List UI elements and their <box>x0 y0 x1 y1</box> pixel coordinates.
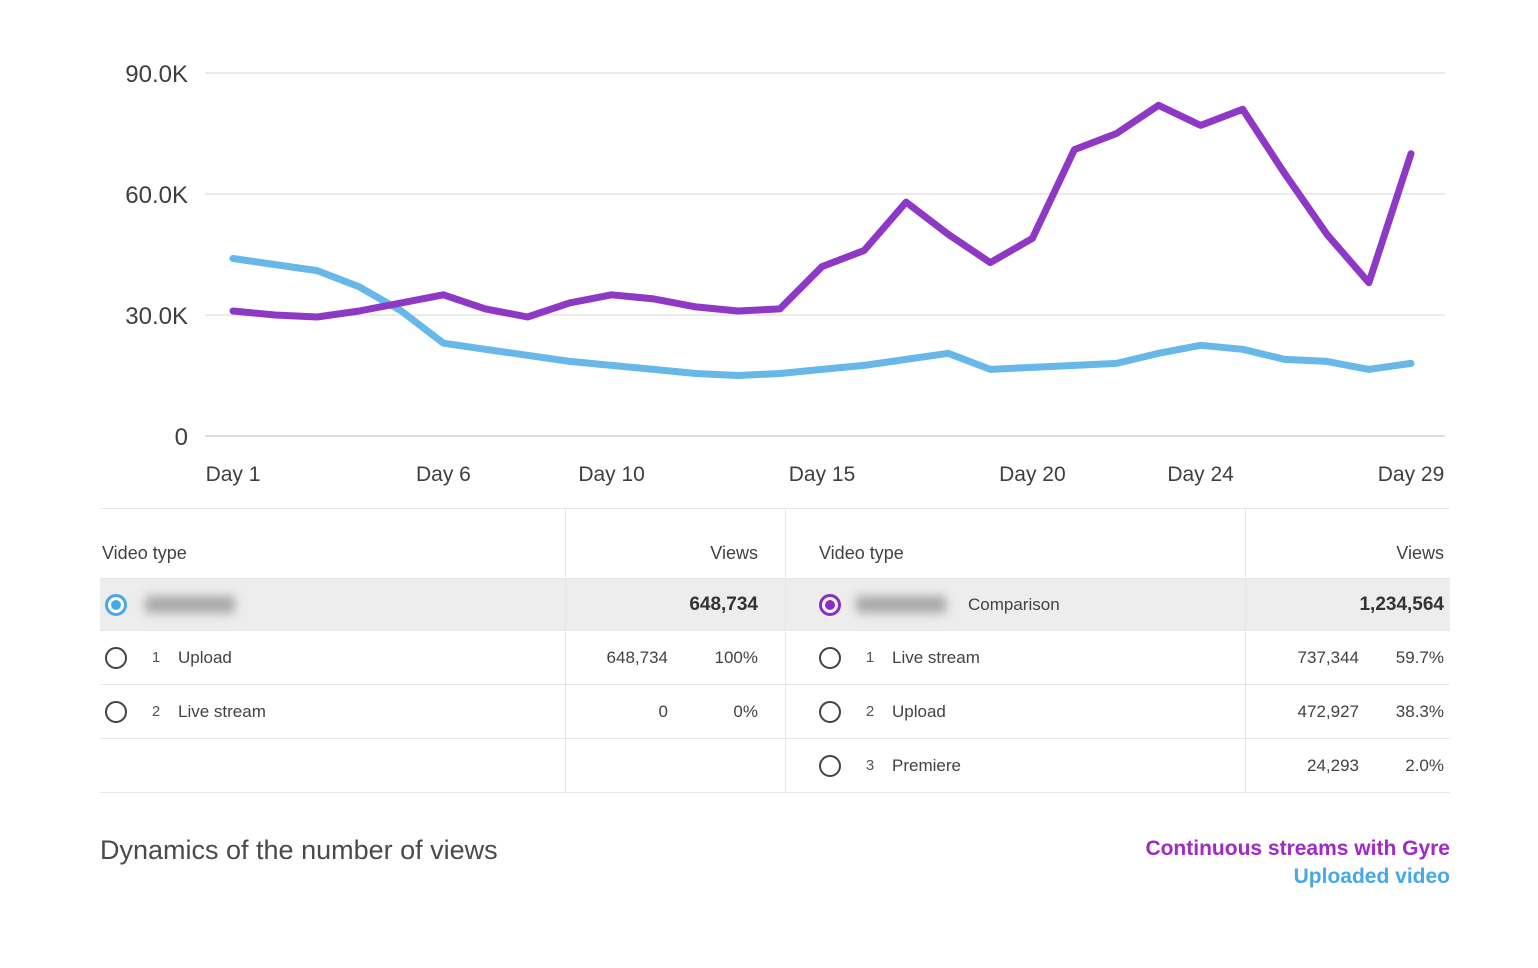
video-type-table-comparison: Video type Views Comparison 1,234,564 1 … <box>785 509 1450 793</box>
row-index: 1 <box>865 649 875 666</box>
legend-uploaded-video: Uploaded video <box>1293 865 1450 888</box>
legend-continuous-streams: Continuous streams with Gyre <box>1145 837 1450 860</box>
comparison-label: Comparison <box>968 594 1060 614</box>
row-label: Upload <box>178 647 232 667</box>
row-index: 1 <box>151 649 161 666</box>
row-percent: 2.0% <box>1405 755 1444 775</box>
table-row: 2 Upload 472,927 38.3% <box>786 685 1450 739</box>
table-row: 3 Premiere 24,293 2.0% <box>786 739 1450 793</box>
chart-footer: Dynamics of the number of views Continuo… <box>100 835 1450 891</box>
chart-title: Dynamics of the number of views <box>100 835 498 865</box>
views-chart: 0 30.0K 60.0K 90.0K Day 1 Day 6 Day 10 Day 15 Da… <box>100 0 1450 500</box>
line-chart: 0 30.0K 60.0K 90.0K Day 1 Day 6 Day 10 Day 15 Da… <box>125 61 1445 486</box>
x-axis-label: Day 24 <box>1167 463 1234 486</box>
row-label: Upload <box>892 701 946 721</box>
video-type-table-primary: Video type Views 648,734 1 Upload 648,73… <box>100 509 785 793</box>
table-row: 2 Live stream 0 0% <box>100 685 785 739</box>
video-type-header: Video type <box>102 543 187 563</box>
row-index: 2 <box>151 703 161 720</box>
redacted-label <box>145 596 235 613</box>
selected-row: 648,734 <box>100 579 785 631</box>
row-label: Live stream <box>892 647 980 667</box>
redacted-label <box>856 596 946 613</box>
empty-row <box>100 739 785 793</box>
radio-selected-blue[interactable] <box>105 593 127 616</box>
table-header-row: Video type Views <box>786 509 1450 579</box>
y-axis-label: 0 <box>175 424 188 451</box>
row-percent: 100% <box>714 647 758 667</box>
y-axis-label: 60.0K <box>125 182 188 209</box>
row-views: 737,344 <box>1297 647 1359 667</box>
views-header: Views <box>710 543 758 563</box>
row-percent: 38.3% <box>1395 701 1444 721</box>
radio-unselected[interactable] <box>819 754 841 777</box>
row-percent: 59.7% <box>1395 647 1444 667</box>
table-header-row: Video type Views <box>100 509 785 579</box>
radio-unselected[interactable] <box>105 646 127 669</box>
row-index: 2 <box>865 703 875 720</box>
x-axis-label: Day 1 <box>206 463 261 486</box>
row-percent: 0% <box>733 701 758 721</box>
row-views: 648,734 <box>606 647 668 667</box>
selected-views-total: 648,734 <box>689 593 758 615</box>
row-views: 24,293 <box>1307 755 1359 775</box>
stats-tables: Video type Views 648,734 1 Upload 648,73… <box>100 508 1450 793</box>
chart-legend: Continuous streams with Gyre Uploaded vi… <box>1145 835 1450 891</box>
radio-unselected[interactable] <box>819 700 841 723</box>
continuous-streams-with-gyre-line <box>229 101 1415 321</box>
video-type-header: Video type <box>819 543 904 563</box>
radio-selected-purple[interactable] <box>819 593 841 616</box>
row-label: Live stream <box>178 701 266 721</box>
radio-unselected[interactable] <box>105 700 127 723</box>
uploaded-video-line <box>229 255 1415 379</box>
views-header: Views <box>1396 543 1444 563</box>
x-axis-label: Day 6 <box>416 463 471 486</box>
table-row: 1 Live stream 737,344 59.7% <box>786 631 1450 685</box>
row-views: 472,927 <box>1297 701 1359 721</box>
row-views: 0 <box>658 701 668 721</box>
selected-row: Comparison 1,234,564 <box>786 579 1450 631</box>
row-label: Premiere <box>892 755 961 775</box>
radio-unselected[interactable] <box>819 646 841 669</box>
y-axis-label: 30.0K <box>125 303 188 330</box>
x-axis-label: Day 15 <box>789 463 856 486</box>
x-axis-label: Day 29 <box>1378 463 1445 486</box>
x-axis-label: Day 10 <box>578 463 645 486</box>
selected-views-total: 1,234,564 <box>1359 593 1444 615</box>
table-row: 1 Upload 648,734 100% <box>100 631 785 685</box>
x-axis-label: Day 20 <box>999 463 1066 486</box>
y-axis-label: 90.0K <box>125 61 188 88</box>
row-index: 3 <box>865 757 875 774</box>
